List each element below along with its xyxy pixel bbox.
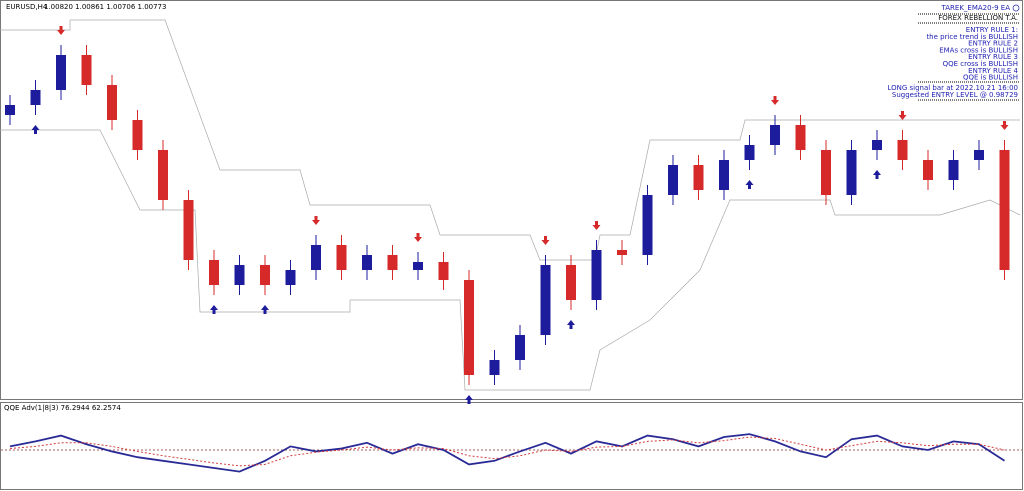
candle-body: [438, 262, 449, 280]
buy-arrow: [31, 125, 40, 134]
main-panel: [0, 0, 1023, 400]
sell-arrow: [592, 221, 601, 230]
sell-arrow: [541, 236, 550, 245]
candle-body: [158, 150, 168, 200]
sell-arrow: [312, 216, 320, 225]
indicator-title: QQE Adv(1|8|3) 76.2944 62.2574: [4, 404, 121, 412]
ea-name: TAREK_EMA20-9 EA: [941, 4, 1011, 12]
candle-body: [183, 200, 194, 260]
signal-text: LONG signal bar at 2022.10.21 16:00: [887, 84, 1018, 92]
candle-body: [668, 165, 678, 195]
sell-arrow: [1000, 121, 1009, 130]
candle-body: [999, 150, 1010, 270]
rule-line: the price trend is BULLISH: [926, 33, 1018, 41]
buy-arrow: [210, 305, 218, 314]
symbol: EURUSD,H4: [6, 3, 48, 11]
buy-arrow: [873, 170, 881, 179]
entry-text: Suggested ENTRY LEVEL @ 0.98729: [892, 91, 1018, 99]
candle-body: [285, 270, 296, 285]
candle-body: [489, 360, 500, 375]
candle-body: [234, 265, 245, 285]
candle-body: [464, 280, 474, 375]
candle-body: [5, 105, 15, 115]
candle-body: [617, 250, 627, 255]
buy-arrow: [745, 180, 754, 189]
rule-line: EMAs cross is BULLISH: [939, 46, 1018, 54]
candle-body: [795, 125, 806, 150]
buy-arrow: [465, 395, 473, 404]
candle-body: [566, 265, 576, 300]
candle-body: [107, 85, 117, 120]
indicator-panel: [0, 402, 1023, 490]
rule-line: ENTRY RULE 1:: [966, 26, 1018, 34]
candle-body: [362, 255, 372, 270]
candle-body: [642, 195, 653, 255]
candle-body: [311, 245, 321, 270]
candle-body: [387, 255, 398, 270]
candle-body: [209, 260, 219, 285]
channel-upper: [0, 19, 1020, 261]
candle-body: [336, 245, 347, 270]
candle-body: [693, 165, 704, 190]
channel-lower: [0, 129, 1021, 391]
candle-body: [948, 160, 959, 180]
candle-body: [515, 335, 525, 360]
candle-body: [413, 262, 423, 270]
rule-line: QQE is BULLISH: [963, 74, 1018, 82]
candle-body: [719, 160, 729, 190]
candle-body: [81, 55, 92, 85]
buy-arrow: [567, 320, 575, 329]
candle-body: [132, 120, 143, 150]
sell-arrow: [57, 26, 65, 35]
candle-body: [974, 150, 984, 160]
candle-body: [923, 160, 933, 180]
candle-body: [591, 250, 602, 300]
candle-body: [770, 125, 780, 145]
buy-arrow: [261, 305, 269, 314]
rule-line: ENTRY RULE 3: [968, 53, 1018, 61]
rule-line: ENTRY RULE 2: [968, 40, 1018, 48]
candle-body: [56, 55, 66, 90]
sell-arrow: [898, 111, 907, 120]
candle-body: [744, 145, 755, 160]
candle-body: [897, 140, 908, 160]
rule-line: QQE cross is BULLISH: [943, 60, 1018, 68]
brand: FOREX REBELLION T.A.: [938, 14, 1018, 22]
rule-line: ENTRY RULE 4: [968, 67, 1018, 75]
ea-icon: [1012, 4, 1020, 12]
candle-body: [260, 265, 270, 285]
candle-body: [821, 150, 831, 195]
sell-arrow: [771, 96, 779, 105]
candle-body: [540, 265, 551, 335]
rules: ENTRY RULE 1:the price trend is BULLISHE…: [926, 26, 1018, 82]
candle-body: [846, 150, 857, 195]
sell-arrow: [414, 233, 422, 242]
candle-body: [30, 90, 41, 105]
candle-body: [872, 140, 882, 150]
ohlc: 1.00820 1.00861 1.00706 1.00773: [44, 3, 166, 11]
